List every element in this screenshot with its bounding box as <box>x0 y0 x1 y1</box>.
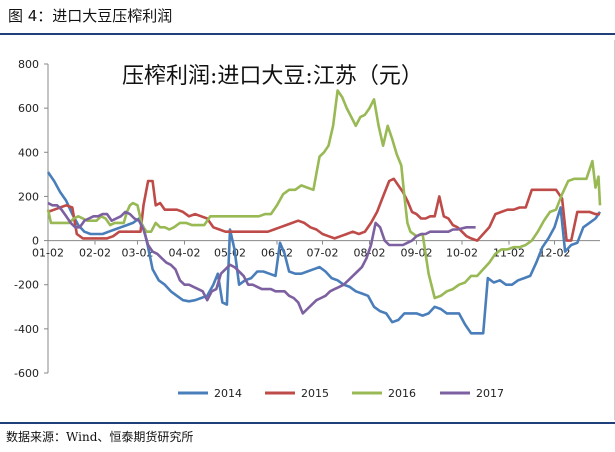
chart-title: 压榨利润:进口大豆:江苏（元） <box>122 64 423 89</box>
y-tick-label: -200 <box>14 279 39 292</box>
y-tick-label: -400 <box>14 323 39 336</box>
legend: 2014 2015 2016 2017 <box>178 387 504 400</box>
x-tick-label: 04-02 <box>168 247 200 260</box>
figure-title: 图 4：进口大豆压榨利润 <box>8 7 173 25</box>
series-line-2017 <box>47 201 476 315</box>
x-tick-label: 07-02 <box>306 247 338 260</box>
legend-label-2017: 2017 <box>476 387 504 400</box>
x-axis: 01-02 02-02 03-02 04-02 05-02 06-02 07-02 08-02… <box>32 240 600 260</box>
y-tick-label: 800 <box>18 58 39 71</box>
legend-label-2015: 2015 <box>301 387 329 400</box>
source-note: 数据来源：Wind、恒泰期货研究所 <box>6 430 194 444</box>
bottom-rule <box>0 422 615 424</box>
y-tick-label: 0 <box>32 235 39 248</box>
x-tick-label: 12-02 <box>539 247 571 260</box>
x-tick-label: 02-02 <box>79 247 111 260</box>
y-tick-label: 400 <box>18 146 39 159</box>
series-line-2016 <box>46 89 602 300</box>
x-tick-label: 03-02 <box>121 247 153 260</box>
top-rule <box>0 33 615 35</box>
x-tick-label: 01-02 <box>32 247 64 260</box>
x-tick-label: 10-02 <box>446 247 478 260</box>
series-lines <box>46 89 602 335</box>
chart-svg: 压榨利润:进口大豆:江苏（元） -600 -400 -200 0 200 400 600 80… <box>14 58 602 400</box>
legend-label-2014: 2014 <box>214 387 242 400</box>
chart-frame: 压榨利润:进口大豆:江苏（元） -600 -400 -200 0 200 400 600 80… <box>0 40 615 420</box>
legend-label-2016: 2016 <box>388 387 416 400</box>
y-tick-label: 200 <box>18 190 39 203</box>
y-axis: -600 -400 -200 0 200 400 600 800 <box>14 58 49 380</box>
y-tick-label: 600 <box>18 102 39 115</box>
y-tick-label: -600 <box>14 367 39 380</box>
series-line-2015 <box>47 177 600 242</box>
x-tick-label: 09-02 <box>401 247 433 260</box>
